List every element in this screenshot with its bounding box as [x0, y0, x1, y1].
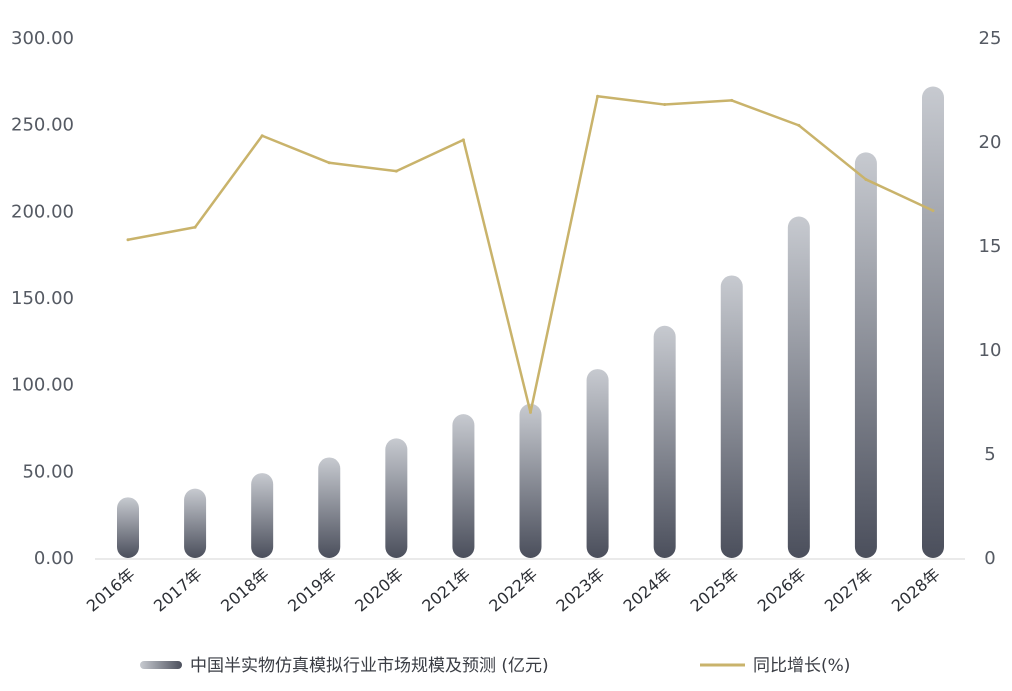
growth-point [931, 209, 935, 213]
x-tick-label: 2021年 [418, 565, 474, 616]
legend-bar-swatch [140, 661, 182, 669]
left-tick-label: 0.00 [34, 548, 74, 569]
x-tick-label: 2023年 [552, 565, 608, 616]
growth-point [730, 98, 734, 102]
growth-point [596, 94, 600, 98]
bar [519, 403, 542, 558]
bar [720, 275, 743, 558]
x-tick-label: 2017年 [150, 565, 206, 616]
bar [184, 488, 207, 558]
x-tick-label: 2027年 [821, 565, 877, 616]
x-tick-label: 2020年 [351, 565, 407, 616]
bar [251, 473, 274, 558]
bar [452, 414, 475, 558]
growth-point [260, 134, 264, 138]
bar [787, 216, 810, 559]
left-tick-label: 100.00 [11, 375, 74, 396]
x-axis-ticks: 2016年 2017年 2018年 2019年 2020年 2021年 2022年 2023年… [83, 565, 944, 616]
left-tick-label: 150.00 [11, 288, 74, 309]
right-tick-label: 10 [979, 340, 1002, 361]
bar [854, 152, 877, 558]
growth-points [126, 94, 935, 414]
x-tick-label: 2026年 [754, 565, 810, 616]
left-tick-label: 50.00 [22, 461, 74, 482]
growth-point [327, 161, 331, 165]
bar [385, 438, 408, 558]
bar [653, 325, 676, 558]
growth-point [461, 138, 465, 142]
x-tick-label: 2024年 [620, 565, 676, 616]
x-tick-label: 2022年 [485, 565, 541, 616]
bar [922, 86, 944, 559]
growth-point [394, 169, 398, 173]
x-tick-label: 2028年 [888, 565, 944, 616]
left-tick-label: 300.00 [11, 28, 74, 49]
bar-series [117, 86, 944, 559]
bar [586, 369, 609, 558]
right-tick-label: 15 [979, 236, 1002, 257]
growth-point [864, 177, 868, 181]
right-tick-label: 20 [979, 132, 1002, 153]
x-tick-label: 2025年 [687, 565, 743, 616]
bar [318, 457, 341, 558]
left-tick-label: 200.00 [11, 201, 74, 222]
growth-line [127, 94, 934, 414]
right-tick-label: 25 [979, 28, 1002, 49]
x-tick-label: 2018年 [217, 565, 273, 616]
right-axis-ticks: 25 20 15 10 5 0 [979, 28, 1002, 569]
x-tick-label: 2016年 [83, 565, 139, 616]
legend-bar-label: 中国半实物仿真模拟行业市场规模及预测 (亿元) [190, 656, 549, 676]
growth-point [529, 410, 532, 414]
growth-point [663, 103, 667, 107]
bar [117, 497, 139, 558]
right-tick-label: 0 [984, 548, 995, 569]
right-tick-label: 5 [984, 444, 995, 465]
left-tick-label: 250.00 [11, 115, 74, 136]
legend: 中国半实物仿真模拟行业市场规模及预测 (亿元) 同比增长(%) [140, 656, 850, 676]
growth-point [193, 225, 197, 229]
legend-line-label: 同比增长(%) [753, 656, 850, 676]
growth-point [797, 123, 801, 127]
x-tick-label: 2019年 [284, 565, 340, 616]
growth-point [126, 238, 130, 242]
left-axis-ticks: 300.00 250.00 200.00 150.00 100.00 50.00 0.00 [11, 28, 74, 569]
